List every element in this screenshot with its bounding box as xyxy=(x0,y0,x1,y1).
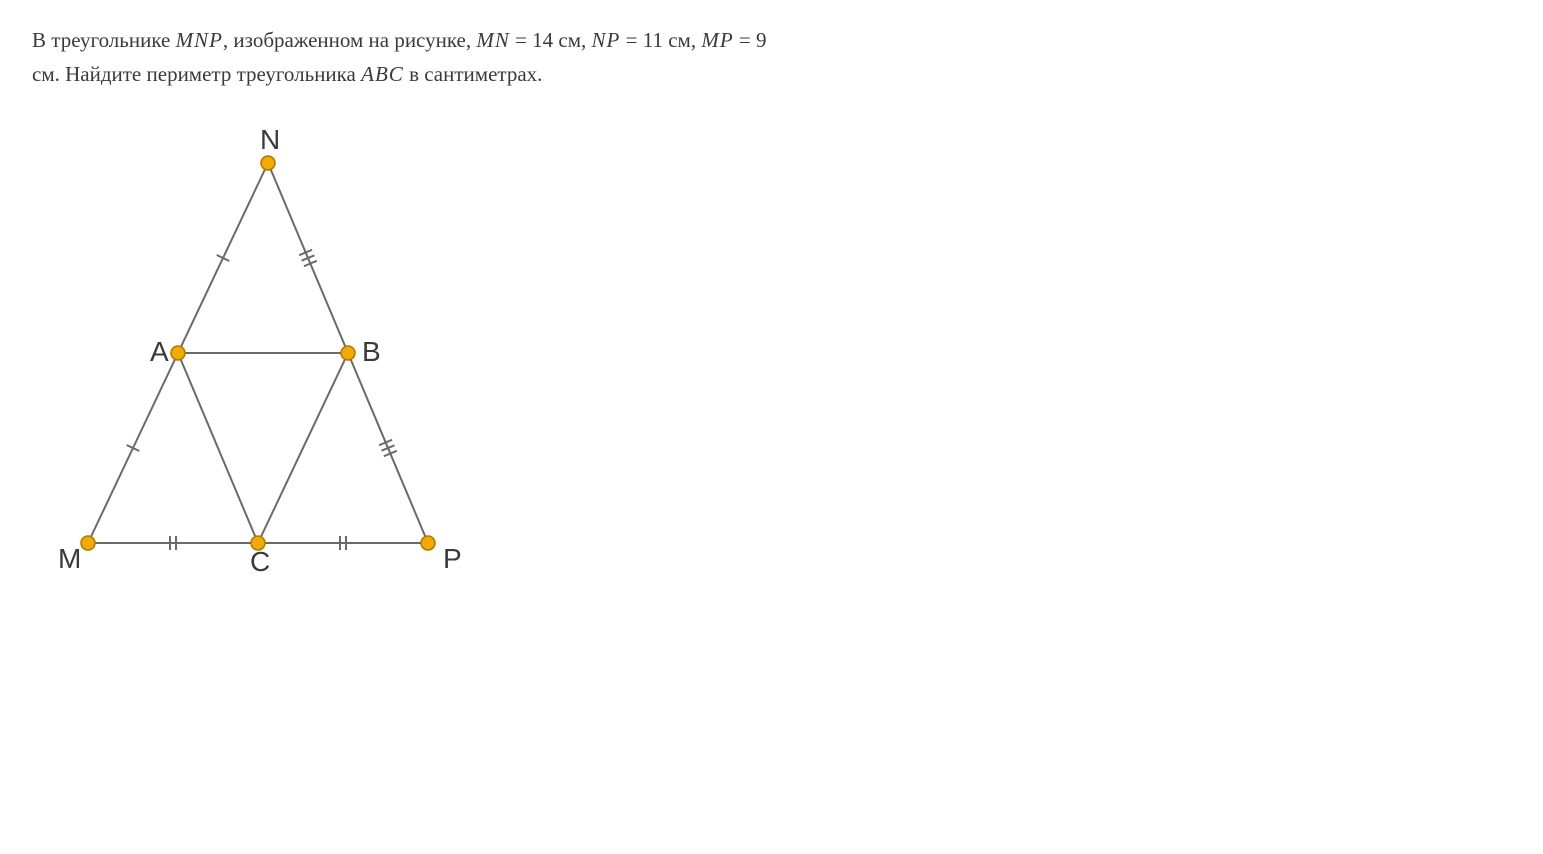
edge-BC xyxy=(258,353,348,543)
var-abc: ABC xyxy=(361,62,404,86)
var-mnp: MNP xyxy=(176,28,223,52)
eq-mp-lhs: MP xyxy=(701,28,733,52)
problem-line-1: В треугольнике MNP, изображенном на рису… xyxy=(32,24,1511,58)
text-part: в сантиметрах. xyxy=(404,62,543,86)
eq-mn-lhs: MN xyxy=(476,28,510,52)
label-P: P xyxy=(443,543,462,574)
point-P xyxy=(421,536,435,550)
problem-line-2: см. Найдите периметр треугольника ABC в … xyxy=(32,58,1511,92)
label-M: M xyxy=(58,543,81,574)
text-part: , изображенном на рисунке, xyxy=(223,28,476,52)
label-C: C xyxy=(250,546,270,577)
diagram-svg: M P N A B C xyxy=(48,123,468,583)
label-B: B xyxy=(362,336,381,367)
point-N xyxy=(261,156,275,170)
eq-mn-rhs: = 14 см, xyxy=(510,28,592,52)
text-part: В треугольнике xyxy=(32,28,176,52)
label-A: A xyxy=(150,336,169,367)
eq-np-rhs: = 11 см, xyxy=(620,28,701,52)
edge-AC xyxy=(178,353,258,543)
eq-mp-rhs: = 9 xyxy=(734,28,767,52)
point-M xyxy=(81,536,95,550)
point-A xyxy=(171,346,185,360)
point-B xyxy=(341,346,355,360)
eq-np-lhs: NP xyxy=(592,28,621,52)
problem-statement: В треугольнике MNP, изображенном на рису… xyxy=(32,24,1511,91)
geometry-diagram: M P N A B C xyxy=(48,123,468,583)
text-part: см. Найдите периметр треугольника xyxy=(32,62,361,86)
label-N: N xyxy=(260,124,280,155)
